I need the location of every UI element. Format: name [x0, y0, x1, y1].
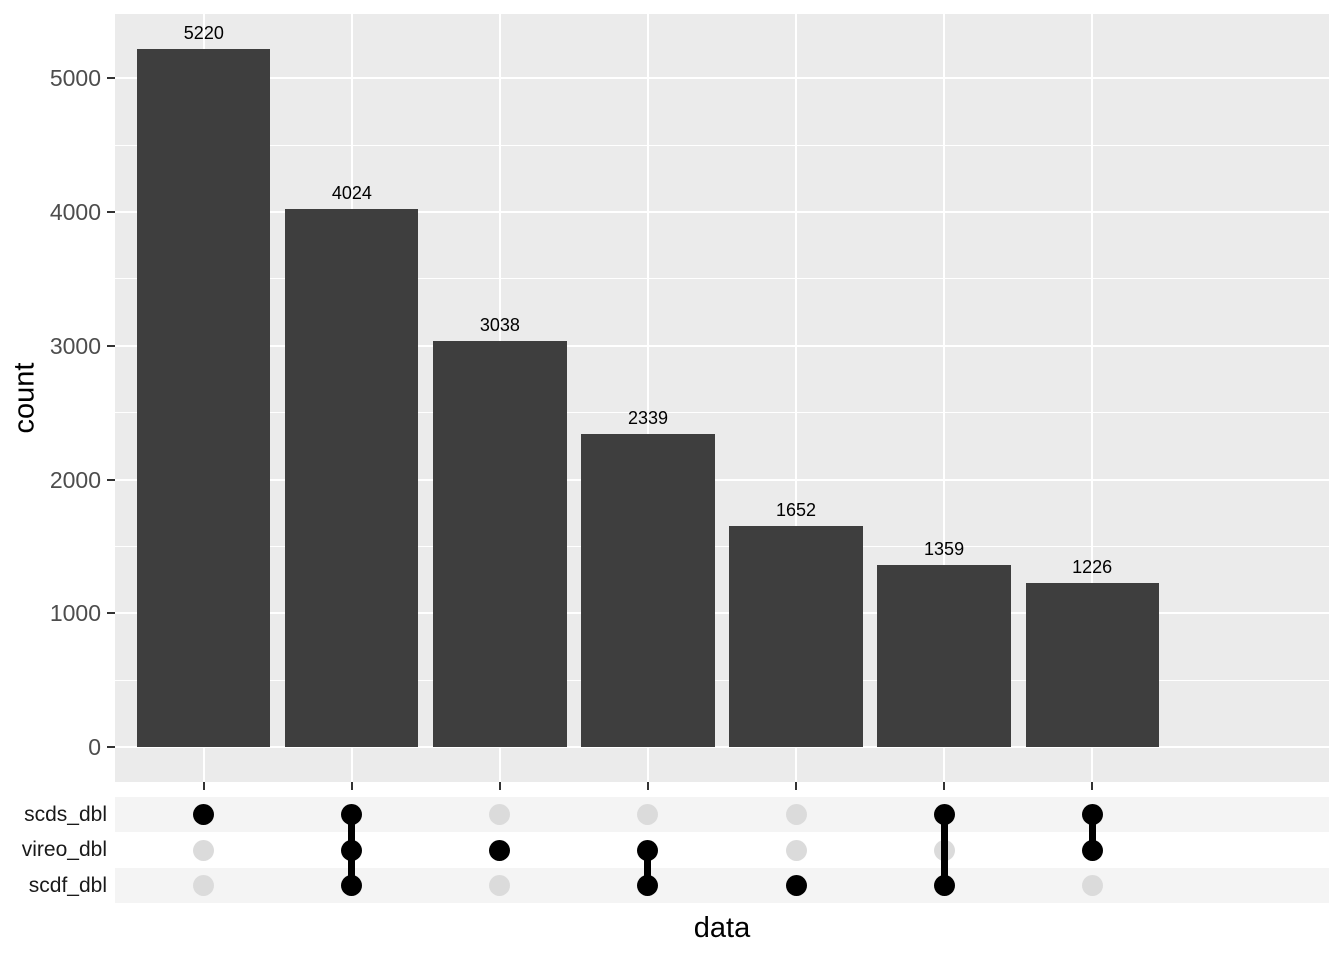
- set-dot-inactive: [785, 839, 807, 861]
- gridline-major-v: [1091, 14, 1094, 782]
- y-axis-tick-label: 1000: [49, 600, 101, 627]
- set-dot-inactive: [785, 804, 807, 826]
- set-dot-active: [637, 875, 659, 896]
- gridline-minor-h: [115, 545, 1329, 547]
- y-axis-tick: [107, 478, 115, 481]
- set-connector-line: [644, 850, 652, 886]
- set-dot-active: [193, 804, 215, 826]
- bar-value-label: 1652: [775, 500, 817, 521]
- bar-value-label: 3038: [479, 314, 520, 335]
- set-dot-active: [341, 839, 363, 861]
- x-axis-tick: [350, 782, 353, 790]
- bar-value-label: 5220: [183, 22, 224, 43]
- gridline-major-v: [646, 14, 649, 782]
- set-dot-active: [1081, 839, 1103, 861]
- x-axis-tick: [202, 782, 205, 790]
- gridline-major-h: [115, 612, 1329, 615]
- gridline-major-h: [115, 211, 1329, 214]
- set-row-label: vireo_dbl: [21, 838, 107, 862]
- y-axis-tick-label: 2000: [49, 466, 101, 493]
- bar-value-label: 1226: [1072, 557, 1113, 578]
- set-row-label: scdf_dbl: [28, 873, 107, 897]
- set-dot-inactive: [489, 804, 511, 826]
- set-dot-active: [489, 839, 511, 861]
- x-axis-tick: [1091, 782, 1094, 790]
- bar-value-label: 2339: [627, 408, 668, 429]
- y-axis-tick-label: 3000: [49, 332, 101, 359]
- y-axis-tick-label: 4000: [49, 199, 101, 226]
- bar-value-label: 4024: [331, 182, 372, 203]
- x-axis-tick: [646, 782, 649, 790]
- gridline-major-h: [115, 746, 1329, 749]
- bar: [877, 565, 1011, 748]
- x-axis-tick: [795, 782, 798, 790]
- y-axis-tick: [107, 746, 115, 749]
- set-dot-active: [933, 875, 955, 896]
- bar: [729, 526, 863, 748]
- gridline-minor-h: [115, 412, 1329, 414]
- bar-value-label: 1359: [924, 539, 965, 560]
- gridline-major-v: [795, 14, 798, 782]
- y-axis-tick: [107, 77, 115, 80]
- set-dot-inactive: [489, 875, 511, 896]
- y-axis-title: count: [8, 362, 41, 434]
- set-dot-active: [933, 804, 955, 826]
- y-axis-tick: [107, 344, 115, 347]
- x-axis-title: data: [693, 912, 751, 944]
- bar: [285, 208, 419, 748]
- set-dot-active: [1081, 804, 1103, 826]
- gridline-minor-h: [115, 278, 1329, 280]
- bar: [1025, 583, 1159, 748]
- matrix-stripe: [115, 867, 1329, 904]
- gridline-minor-h: [115, 144, 1329, 146]
- x-axis-tick: [498, 782, 501, 790]
- bar: [137, 48, 271, 748]
- set-dot-inactive: [637, 804, 659, 826]
- gridline-minor-h: [115, 679, 1329, 681]
- gridline-major-h: [115, 478, 1329, 481]
- y-axis-tick: [107, 612, 115, 615]
- bar: [433, 340, 567, 748]
- set-dot-inactive: [193, 875, 215, 896]
- y-axis-tick: [107, 211, 115, 214]
- set-connector-line: [940, 814, 948, 886]
- gridline-major-h: [115, 77, 1329, 80]
- y-axis-tick-label: 0: [88, 734, 101, 761]
- set-row-label: scds_dbl: [24, 802, 107, 826]
- set-dot-active: [637, 839, 659, 861]
- bar: [581, 434, 715, 748]
- set-dot-inactive: [193, 839, 215, 861]
- gridline-major-h: [115, 344, 1329, 347]
- set-connector-line: [1088, 814, 1096, 851]
- x-axis-tick: [943, 782, 946, 790]
- plot-panel: 5220 4024 3038 2339 1652 1359 1226: [115, 14, 1329, 782]
- set-dot-active: [341, 875, 363, 896]
- set-dot-active: [341, 804, 363, 826]
- set-dot-inactive: [1081, 875, 1103, 896]
- y-axis-tick-label: 5000: [49, 65, 101, 92]
- matrix-stripe: [115, 797, 1329, 833]
- gridline-major-v: [943, 14, 946, 782]
- set-dot-active: [785, 875, 807, 896]
